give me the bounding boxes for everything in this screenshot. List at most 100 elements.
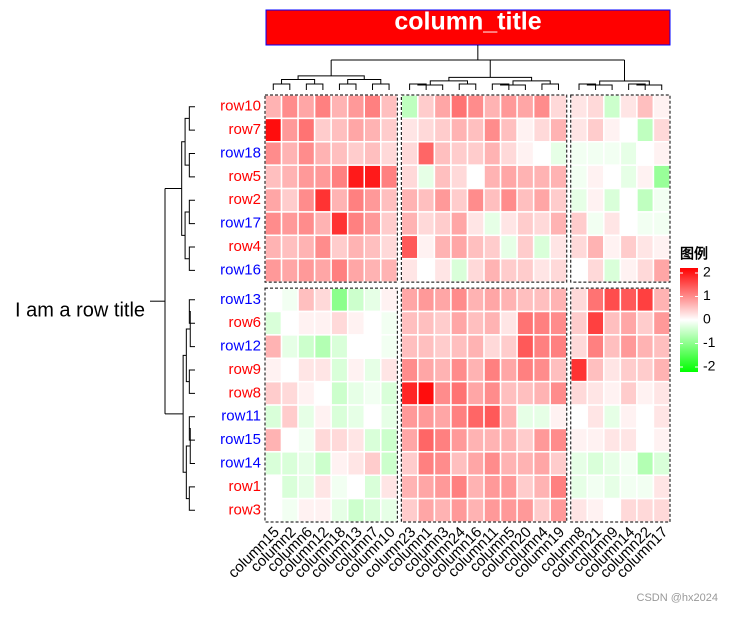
heatmap-cell [264, 234, 283, 260]
heatmap-cell [636, 287, 655, 313]
row-label: row6 [228, 314, 261, 331]
heatmap-cell [652, 427, 671, 453]
dendrogram-branch [338, 83, 357, 90]
heatmap-cell [586, 141, 605, 166]
slice-border [264, 287, 398, 523]
heatmap-cell [363, 187, 382, 213]
dendrogram-branch [448, 76, 533, 81]
heatmap-cell [570, 380, 589, 406]
heatmap-cell [516, 141, 535, 166]
heatmap-cell [380, 451, 399, 476]
heatmap-cell [466, 380, 485, 406]
heatmap-cell [400, 451, 419, 476]
heatmap-cell [516, 187, 535, 213]
heatmap-cell [346, 310, 366, 336]
heatmap-cell [570, 187, 589, 213]
heatmap-cell [433, 287, 452, 313]
heatmap-cell [417, 94, 436, 120]
heatmap-cell [363, 497, 382, 523]
heatmap-cell [636, 357, 655, 383]
heatmap-cell [619, 474, 638, 500]
heatmap-cell [297, 427, 316, 453]
heatmap-cell [499, 357, 518, 383]
heatmap-cell [586, 211, 605, 237]
heatmap-cell [380, 310, 399, 336]
heatmap-cell [450, 117, 469, 143]
heatmap-cell [532, 474, 551, 500]
heatmap-cell [549, 211, 568, 237]
heatmap-cell [450, 404, 469, 430]
heatmap-cell [330, 404, 349, 430]
heatmap-cell [586, 164, 605, 190]
heatmap-cell [516, 474, 535, 500]
heatmap-cell [363, 94, 382, 120]
heatmap-cell [499, 94, 518, 120]
dendrogram-branch [189, 311, 195, 348]
heatmap-cell [450, 357, 469, 383]
heatmap-cell [433, 380, 452, 406]
dendrogram-branch [188, 416, 195, 441]
heatmap-cell [466, 234, 485, 260]
heatmap-cell [466, 141, 485, 166]
heatmap-cell [346, 141, 366, 166]
heatmap-cell [636, 187, 655, 213]
heatmap-cell [433, 451, 452, 476]
heatmap-cell [483, 94, 502, 120]
heatmap-cell [603, 474, 622, 500]
heatmap-cell [330, 380, 349, 406]
heatmap-cell [636, 310, 655, 336]
heatmap-cell [380, 357, 399, 383]
heatmap-cell [603, 117, 622, 143]
heatmap-cell [570, 310, 589, 336]
heatmap-cell [264, 310, 283, 336]
heatmap-cell [652, 310, 671, 336]
heatmap-cell [433, 164, 452, 190]
heatmap-cell [433, 234, 452, 260]
heatmap-cell [417, 117, 436, 143]
heatmap-cell [450, 94, 469, 120]
dendrogram-branch [188, 106, 195, 131]
heatmap-cell [417, 404, 436, 430]
heatmap-cell [466, 164, 485, 190]
heatmap-cell [297, 357, 316, 383]
heatmap-cell [516, 404, 535, 430]
heatmap-cell [570, 427, 589, 453]
heatmap-cell [636, 427, 655, 453]
heatmap-cell [417, 141, 436, 166]
heatmap-cell [483, 357, 502, 383]
heatmap-cell [297, 257, 316, 283]
dendrogram-branch [347, 79, 382, 84]
heatmap-cell [532, 497, 551, 523]
heatmap-cell [636, 117, 655, 143]
dendrogram-branch [185, 445, 191, 500]
heatmap-cell [483, 404, 502, 430]
heatmap-cell [297, 451, 316, 476]
heatmap-cell [346, 211, 366, 237]
slice-border [400, 287, 568, 523]
heatmap-cell [549, 117, 568, 143]
heatmap-cell [450, 310, 469, 336]
heatmap-cell [636, 497, 655, 523]
dendrogram-branch [189, 427, 195, 465]
heatmap-cell [586, 357, 605, 383]
heatmap-cell [433, 94, 452, 120]
heatmap-cell [297, 141, 316, 166]
heatmap-cell [619, 451, 638, 476]
dendrogram-branch [188, 486, 195, 511]
heatmap-cell [652, 94, 671, 120]
heatmap-cell [280, 211, 299, 237]
heatmap-cell [363, 334, 382, 360]
heatmap-cell [280, 164, 299, 190]
heatmap-cell [516, 380, 535, 406]
heatmap-cell [466, 404, 485, 430]
heatmap-cell [346, 474, 366, 500]
dendrogram-branch [188, 369, 195, 394]
heatmap-cell [466, 427, 485, 453]
heatmap-cell [652, 141, 671, 166]
heatmap-cell [363, 141, 382, 166]
heatmap-cell [516, 234, 535, 260]
heatmap-cell [433, 427, 452, 453]
heatmap-cell [532, 357, 551, 383]
heatmap-cell [280, 427, 299, 453]
heatmap-cell [483, 334, 502, 360]
